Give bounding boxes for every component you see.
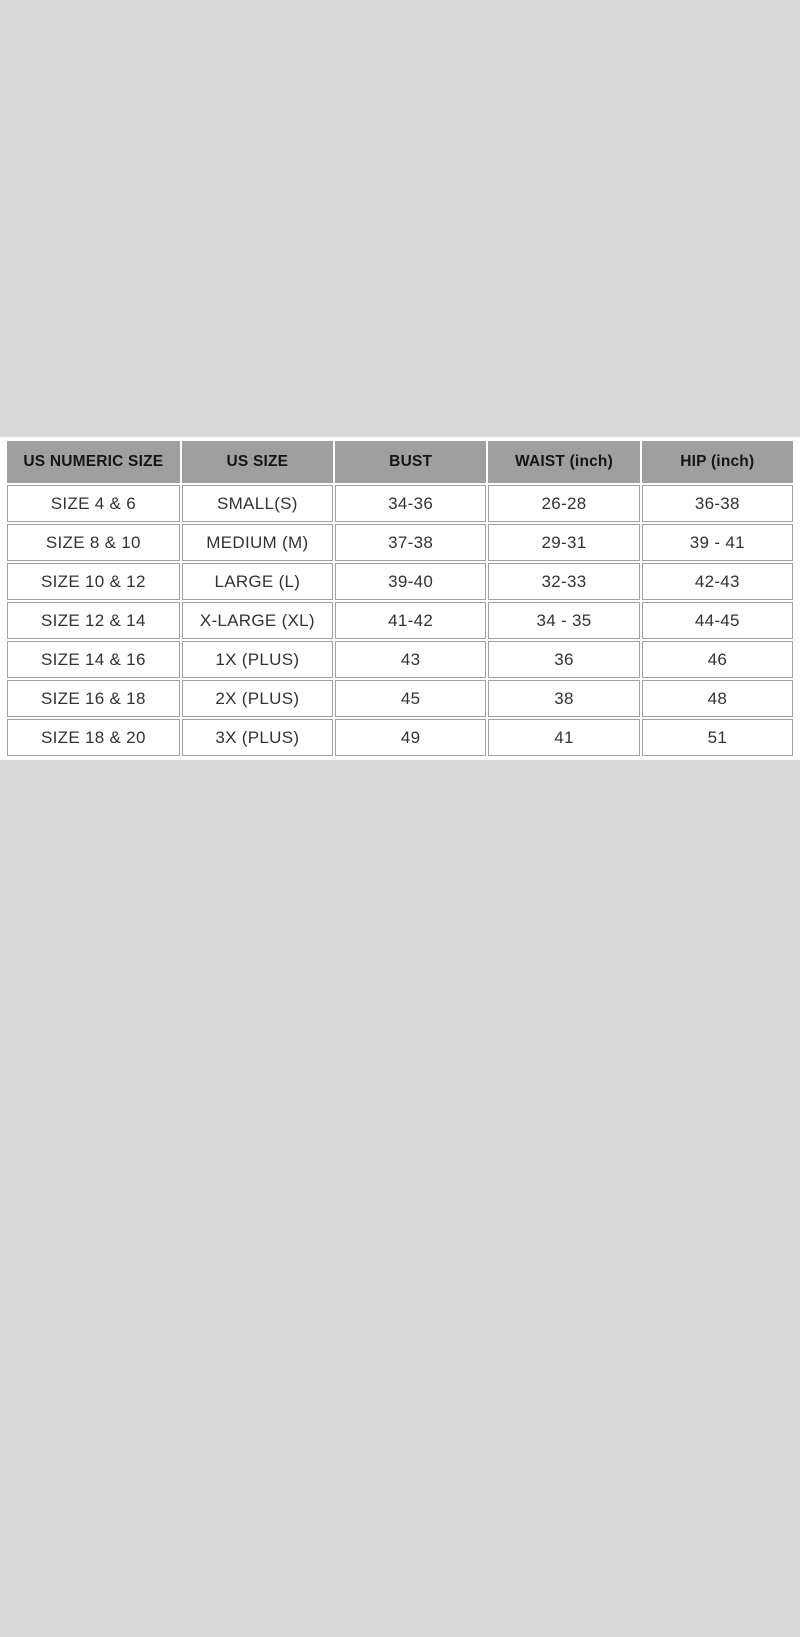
cell-waist: 29-31 bbox=[488, 524, 640, 561]
cell-bust: 49 bbox=[335, 719, 487, 756]
table-row: SIZE 14 & 16 1X (PLUS) 43 36 46 bbox=[7, 641, 793, 678]
cell-hip: 36-38 bbox=[641, 485, 793, 522]
table-row: SIZE 4 & 6 SMALL(S) 34-36 26-28 36-38 bbox=[7, 485, 793, 522]
cell-numeric-size: SIZE 4 & 6 bbox=[7, 485, 180, 522]
cell-us-size: 3X (PLUS) bbox=[181, 719, 334, 756]
column-header-bust: BUST bbox=[335, 441, 487, 483]
column-header-us-numeric-size: US NUMERIC SIZE bbox=[7, 441, 180, 483]
column-header-waist: WAIST (inch) bbox=[488, 441, 640, 483]
cell-waist: 32-33 bbox=[488, 563, 640, 600]
table-row: SIZE 16 & 18 2X (PLUS) 45 38 48 bbox=[7, 680, 793, 717]
cell-hip: 48 bbox=[641, 680, 793, 717]
size-chart-band: US NUMERIC SIZE US SIZE BUST WAIST (inch… bbox=[0, 437, 800, 760]
column-header-hip: HIP (inch) bbox=[641, 441, 793, 483]
size-chart-table: US NUMERIC SIZE US SIZE BUST WAIST (inch… bbox=[5, 439, 795, 758]
cell-waist: 34 - 35 bbox=[488, 602, 640, 639]
cell-us-size: 1X (PLUS) bbox=[181, 641, 334, 678]
cell-waist: 26-28 bbox=[488, 485, 640, 522]
cell-waist: 41 bbox=[488, 719, 640, 756]
cell-us-size: MEDIUM (M) bbox=[181, 524, 334, 561]
cell-us-size: X-LARGE (XL) bbox=[181, 602, 334, 639]
cell-bust: 39-40 bbox=[335, 563, 487, 600]
cell-numeric-size: SIZE 12 & 14 bbox=[7, 602, 180, 639]
header-row: US NUMERIC SIZE US SIZE BUST WAIST (inch… bbox=[7, 441, 793, 483]
cell-us-size: SMALL(S) bbox=[181, 485, 334, 522]
cell-bust: 45 bbox=[335, 680, 487, 717]
cell-hip: 51 bbox=[641, 719, 793, 756]
cell-waist: 38 bbox=[488, 680, 640, 717]
table-row: SIZE 10 & 12 LARGE (L) 39-40 32-33 42-43 bbox=[7, 563, 793, 600]
cell-us-size: LARGE (L) bbox=[181, 563, 334, 600]
cell-bust: 37-38 bbox=[335, 524, 487, 561]
cell-bust: 43 bbox=[335, 641, 487, 678]
cell-hip: 42-43 bbox=[641, 563, 793, 600]
table-row: SIZE 8 & 10 MEDIUM (M) 37-38 29-31 39 - … bbox=[7, 524, 793, 561]
cell-numeric-size: SIZE 16 & 18 bbox=[7, 680, 180, 717]
cell-bust: 34-36 bbox=[335, 485, 487, 522]
cell-bust: 41-42 bbox=[335, 602, 487, 639]
cell-numeric-size: SIZE 8 & 10 bbox=[7, 524, 180, 561]
column-header-us-size: US SIZE bbox=[181, 441, 334, 483]
cell-hip: 39 - 41 bbox=[641, 524, 793, 561]
cell-us-size: 2X (PLUS) bbox=[181, 680, 334, 717]
table-row: SIZE 12 & 14 X-LARGE (XL) 41-42 34 - 35 … bbox=[7, 602, 793, 639]
cell-waist: 36 bbox=[488, 641, 640, 678]
cell-hip: 44-45 bbox=[641, 602, 793, 639]
cell-numeric-size: SIZE 18 & 20 bbox=[7, 719, 180, 756]
cell-numeric-size: SIZE 14 & 16 bbox=[7, 641, 180, 678]
cell-numeric-size: SIZE 10 & 12 bbox=[7, 563, 180, 600]
table-row: SIZE 18 & 20 3X (PLUS) 49 41 51 bbox=[7, 719, 793, 756]
cell-hip: 46 bbox=[641, 641, 793, 678]
